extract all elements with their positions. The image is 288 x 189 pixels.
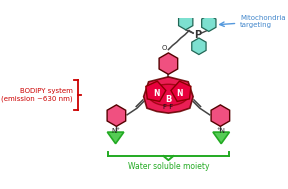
Polygon shape: [211, 105, 230, 126]
Polygon shape: [213, 132, 230, 144]
Ellipse shape: [149, 84, 188, 106]
Text: N⁺: N⁺: [111, 128, 120, 134]
Text: Water soluble moiety: Water soluble moiety: [128, 162, 209, 171]
Text: P: P: [194, 30, 201, 40]
Text: O: O: [162, 45, 167, 51]
Text: N: N: [177, 89, 183, 98]
Text: B: B: [165, 95, 172, 104]
Text: BODIPY system
(emission ~630 nm): BODIPY system (emission ~630 nm): [1, 88, 73, 102]
Polygon shape: [146, 81, 166, 101]
Polygon shape: [179, 13, 193, 30]
Polygon shape: [107, 132, 124, 144]
Text: N: N: [154, 89, 160, 98]
Text: ⁺N: ⁺N: [217, 128, 226, 134]
Polygon shape: [159, 53, 178, 74]
Polygon shape: [202, 15, 216, 31]
Polygon shape: [107, 105, 126, 126]
Text: F F: F F: [163, 104, 173, 109]
Polygon shape: [144, 77, 193, 113]
Polygon shape: [192, 38, 206, 55]
Polygon shape: [171, 81, 191, 101]
Text: Mitochondria
targeting: Mitochondria targeting: [220, 15, 286, 28]
